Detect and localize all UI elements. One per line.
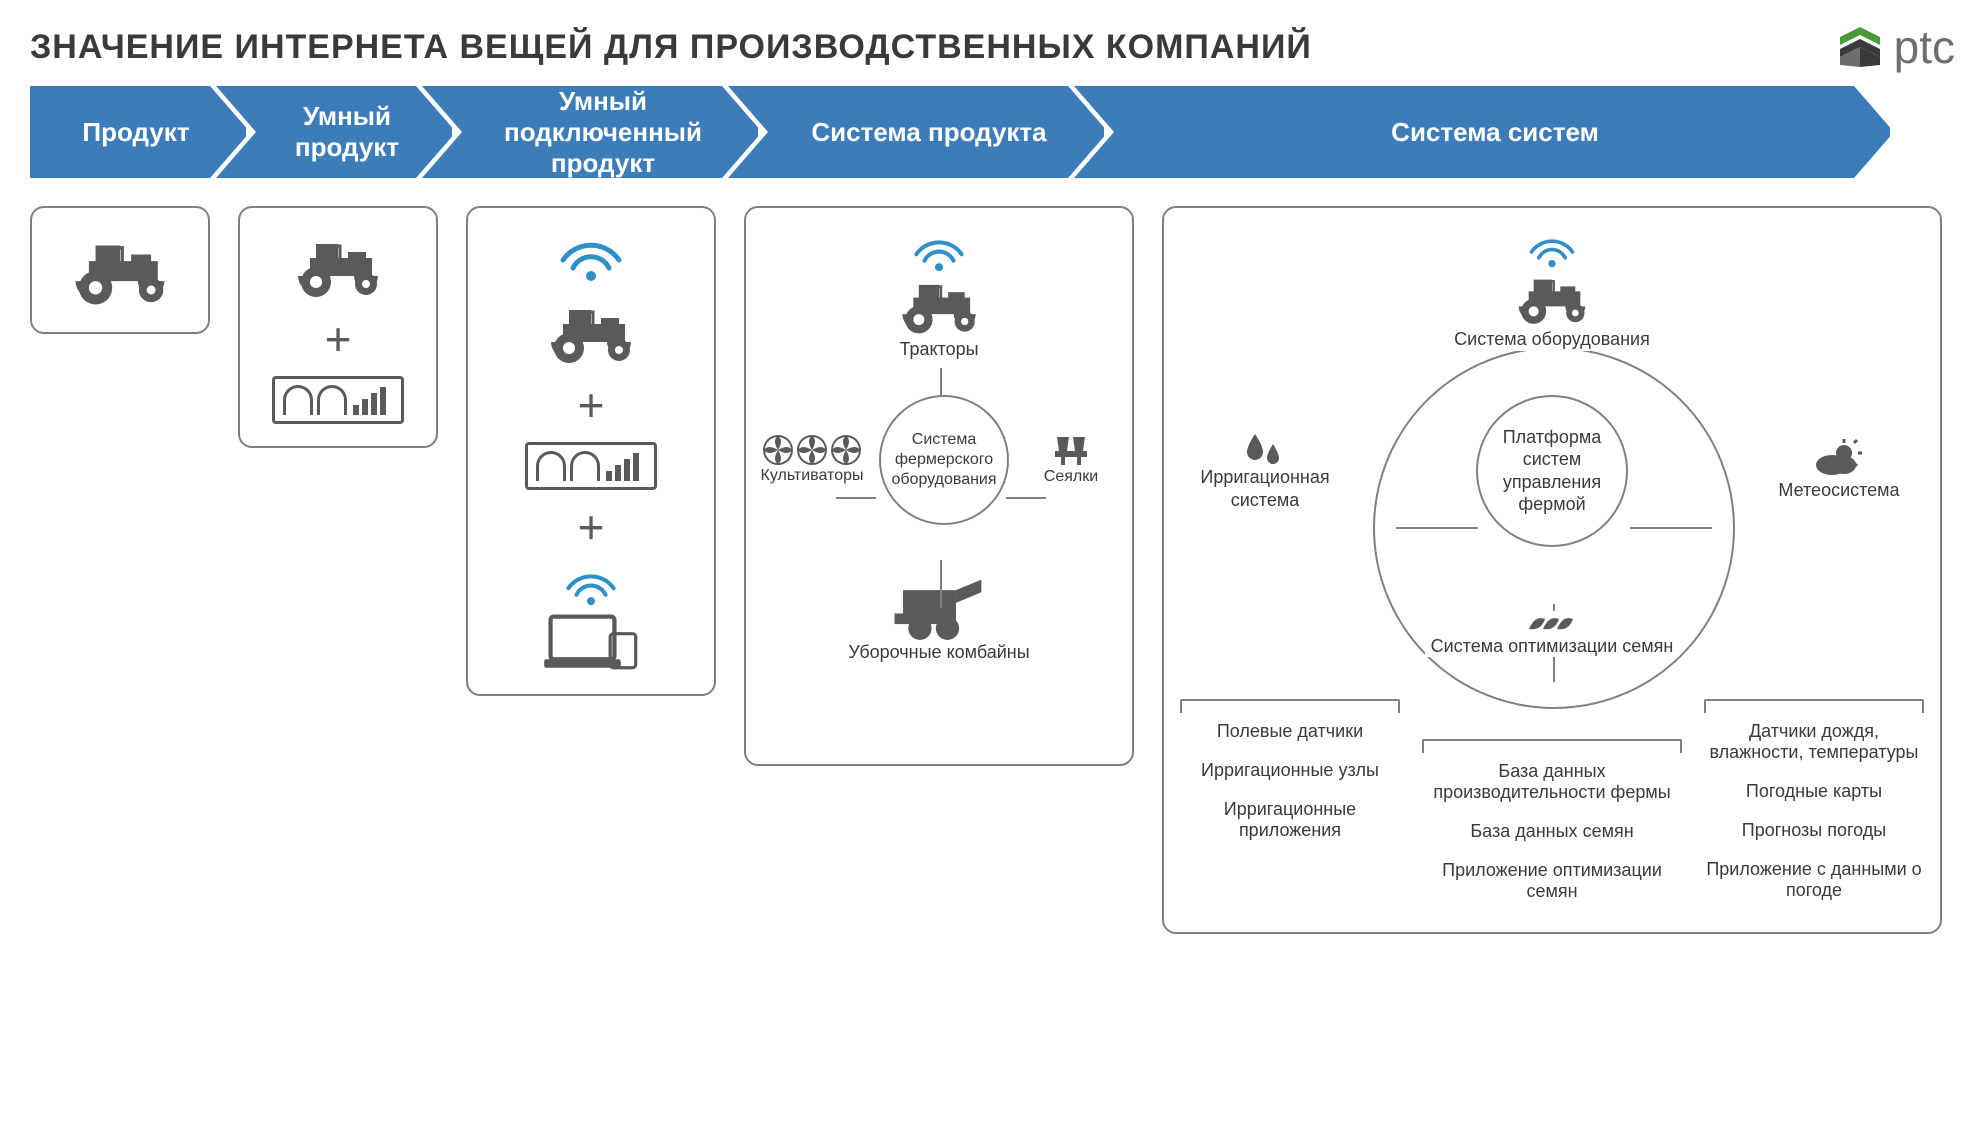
card-product [30, 206, 210, 334]
irrigation-list: Полевые датчики Ирригационные узлы Ирригац… [1180, 721, 1400, 841]
stage-3: Система продукта [728, 86, 1108, 178]
plus-icon: + [578, 504, 605, 550]
drops-icon [1243, 430, 1287, 466]
logo-text: ptc [1894, 20, 1955, 74]
leaves-icon [1525, 611, 1579, 635]
label-seeders: Сеялки [1044, 467, 1098, 487]
hub-farm-mgmt: Платформа систем управления фермой [1476, 395, 1628, 547]
wifi-icon [911, 230, 967, 272]
dashboard-icon [272, 376, 404, 424]
plus-icon: + [578, 382, 605, 428]
list-item: База данных семян [1470, 821, 1633, 842]
bracket-icon [1704, 699, 1924, 713]
wifi-icon [557, 230, 625, 282]
list-item: Ирригационные узлы [1201, 760, 1379, 781]
stage-4: Система систем [1074, 86, 1894, 178]
hub-farm-equipment: Система фермерского оборудования [879, 395, 1009, 525]
list-item: База данных производительности фермы [1422, 761, 1682, 803]
bracket-icon [1180, 699, 1400, 713]
label-irrigation: Ирригационная система [1180, 466, 1350, 511]
list-item: Прогнозы погоды [1742, 820, 1886, 841]
card-smart-product: + [238, 206, 438, 448]
cultivator-icon [762, 434, 862, 466]
plus-icon: + [325, 316, 352, 362]
stage-arrow: ПродуктУмный продуктУмный подключенный п… [30, 86, 1955, 178]
page-title: ЗНАЧЕНИЕ ИНТЕРНЕТА ВЕЩЕЙ ДЛЯ ПРОИЗВОДСТВ… [30, 28, 1312, 67]
seeder-icon [1051, 433, 1091, 467]
card-product-system: Тракторы Культиваторы Система фермерског… [744, 206, 1134, 766]
wifi-icon [563, 564, 619, 606]
dashboard-icon [525, 442, 657, 490]
suncloud-icon [1814, 439, 1864, 479]
label-combines: Уборочные комбайны [848, 641, 1029, 664]
list-item: Датчики дождя, влажности, температуры [1704, 721, 1924, 763]
label-weather: Метеосистема [1778, 479, 1899, 502]
stage-0: Продукт [30, 86, 250, 178]
laptop-icon [541, 606, 641, 672]
combine-icon [889, 569, 989, 641]
list-item: Ирригационные приложения [1180, 799, 1400, 841]
tractor-icon [894, 272, 984, 338]
list-item: Полевые датчики [1217, 721, 1363, 742]
tractor-icon [65, 230, 175, 310]
label-cultivators: Культиваторы [761, 466, 864, 486]
card-system-of-systems: Система оборудования Ирригационная систе… [1162, 206, 1942, 934]
card-smart-connected: + + [466, 206, 716, 696]
tractor-icon [1511, 268, 1593, 328]
label-seed-opt: Система оптимизации семян [1431, 635, 1674, 658]
list-item: Погодные карты [1746, 781, 1882, 802]
list-item: Приложение оптимизации семян [1422, 860, 1682, 902]
stage-1: Умный продукт [216, 86, 456, 178]
ptc-logo: ptc [1836, 20, 1955, 74]
list-item: Приложение с данными о погоде [1704, 859, 1924, 901]
stage-2: Умный подключенный продукт [422, 86, 762, 178]
label-equipment-system: Система оборудования [1454, 328, 1650, 351]
label-tractors: Тракторы [899, 338, 978, 361]
seed-list: База данных производительности фермы База… [1422, 761, 1682, 902]
cards-row: + + + Тракторы [30, 206, 1955, 934]
wifi-icon [1527, 230, 1577, 268]
tractor-icon [541, 296, 641, 368]
bracket-icon [1422, 739, 1682, 753]
tractor-icon [288, 230, 388, 302]
weather-list: Датчики дождя, влажности, температуры Пог… [1704, 721, 1924, 901]
